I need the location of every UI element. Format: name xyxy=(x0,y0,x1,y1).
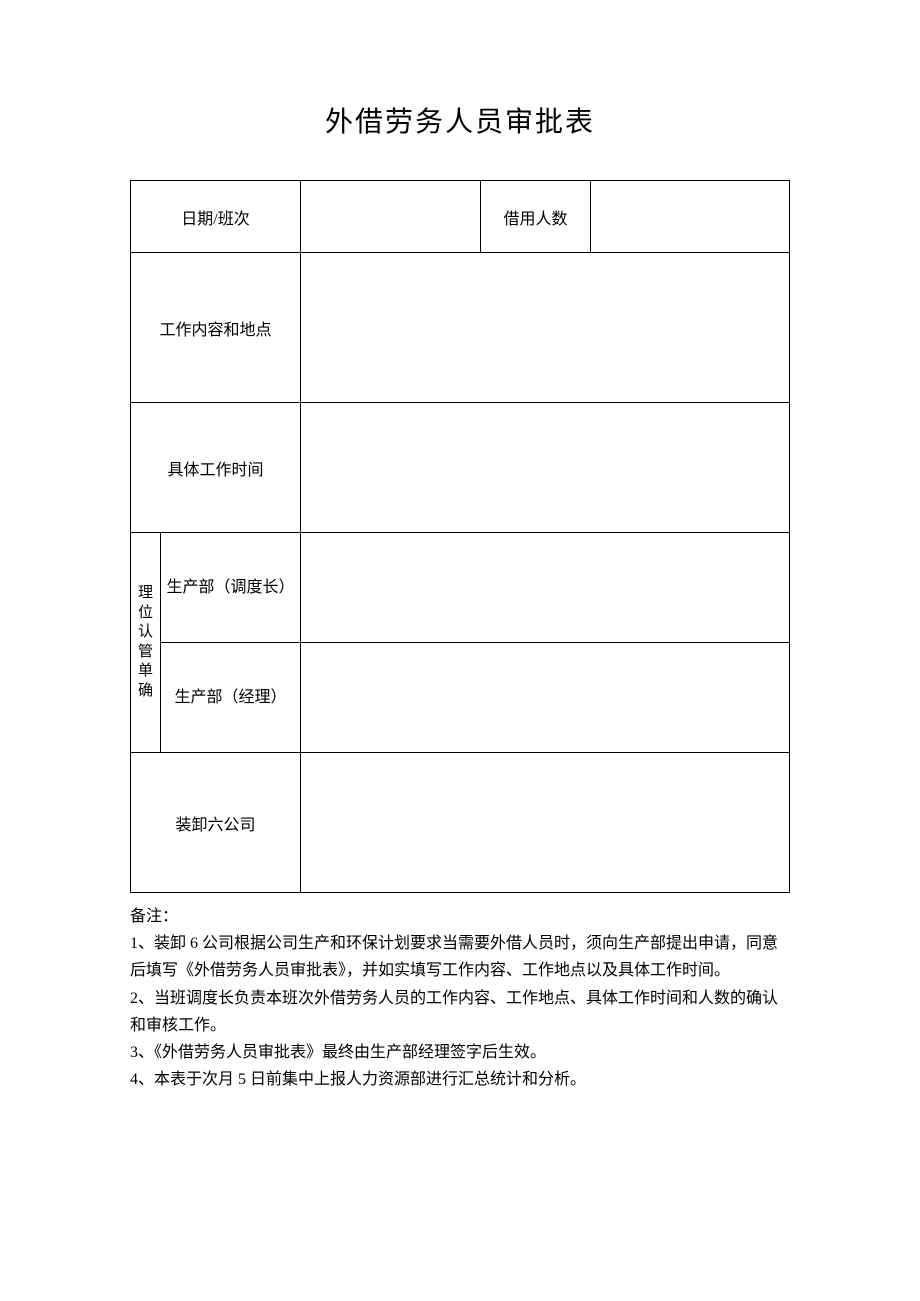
production-dispatcher-value xyxy=(301,533,790,643)
management-unit-group-label: 理位认管单确 xyxy=(131,533,161,753)
note-item-2: 2、当班调度长负责本班次外借劳务人员的工作内容、工作地点、具体工作时间和人数的确… xyxy=(130,985,790,1039)
production-manager-value xyxy=(301,643,790,753)
table-row: 装卸六公司 xyxy=(131,753,790,893)
table-row: 工作内容和地点 xyxy=(131,253,790,403)
headcount-value xyxy=(591,181,790,253)
table-row: 具体工作时间 xyxy=(131,403,790,533)
note-item-1: 1、装卸 6 公司根据公司生产和环保计划要求当需要外借人员时，须向生产部提出申请… xyxy=(130,930,790,984)
table-row: 生产部（经理） xyxy=(131,643,790,753)
document-title: 外借劳务人员审批表 xyxy=(130,100,790,140)
table-row: 理位认管单确 生产部（调度长） xyxy=(131,533,790,643)
work-content-location-value xyxy=(301,253,790,403)
date-shift-value xyxy=(301,181,481,253)
notes-header: 备注： xyxy=(130,903,790,930)
headcount-label: 借用人数 xyxy=(481,181,591,253)
notes-section: 备注： 1、装卸 6 公司根据公司生产和环保计划要求当需要外借人员时，须向生产部… xyxy=(130,903,790,1093)
note-item-4: 4、本表于次月 5 日前集中上报人力资源部进行汇总统计和分析。 xyxy=(130,1066,790,1093)
note-item-3: 3、《外借劳务人员审批表》最终由生产部经理签字后生效。 xyxy=(130,1039,790,1066)
approval-form-table: 日期/班次 借用人数 工作内容和地点 具体工作时间 理位认管单确 生产部（调度长… xyxy=(130,180,790,893)
loading-company-value xyxy=(301,753,790,893)
table-row: 日期/班次 借用人数 xyxy=(131,181,790,253)
date-shift-label: 日期/班次 xyxy=(131,181,301,253)
production-dispatcher-label: 生产部（调度长） xyxy=(161,533,301,643)
production-manager-label: 生产部（经理） xyxy=(161,643,301,753)
work-time-label: 具体工作时间 xyxy=(131,403,301,533)
work-time-value xyxy=(301,403,790,533)
work-content-location-label: 工作内容和地点 xyxy=(131,253,301,403)
loading-company-label: 装卸六公司 xyxy=(131,753,301,893)
